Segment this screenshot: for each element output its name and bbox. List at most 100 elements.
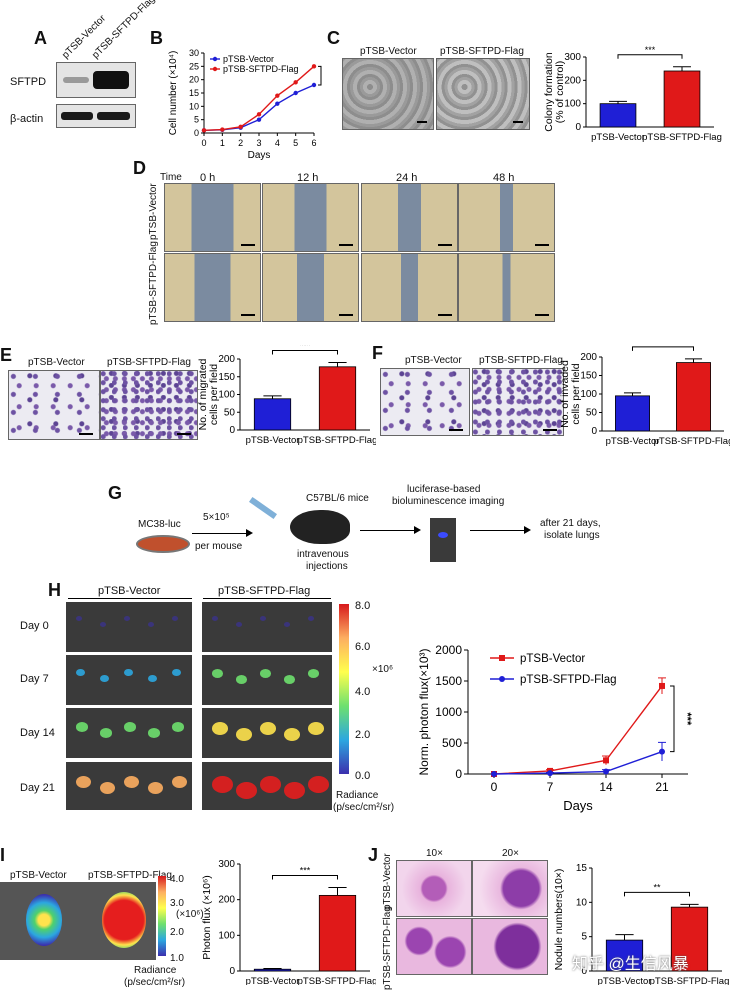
y-tick-label: 15 (576, 863, 588, 874)
panel-label-i: I (0, 845, 6, 865)
he-image (472, 918, 548, 975)
mouse-bli-image (66, 708, 192, 758)
y-tick-label: 200 (580, 352, 597, 363)
image-caption: pTSB-SFTPD-Flag (107, 357, 191, 368)
colorbar-tick: 4.0 (355, 686, 371, 698)
x-tick-label: 0 (491, 780, 498, 794)
y-tick-label: 5 (194, 115, 199, 125)
image-caption: pTSB-Vector (10, 870, 67, 881)
colorbar-tick: 3.0 (170, 898, 184, 909)
image-caption: pTSB-SFTPD-Flag (440, 46, 524, 57)
scale-bar (241, 314, 255, 316)
image-caption: pTSB-Vector (405, 355, 462, 366)
arrow-icon (192, 533, 246, 534)
y-axis-label-line: No. of invaded (560, 360, 571, 428)
y-tick-label: 10 (576, 897, 588, 908)
day-label: Day 0 (20, 620, 49, 632)
panel-label-c: C (327, 28, 340, 48)
wound-image (458, 183, 555, 252)
panel-label-f: F (372, 343, 383, 363)
bioluminescence-spot (124, 616, 130, 621)
data-point (256, 117, 262, 122)
image-caption: pTSB-Vector (28, 357, 85, 368)
data-point (547, 770, 553, 777)
bioluminescence-spot (308, 669, 319, 678)
bioluminescence-spot (260, 616, 266, 621)
data-point (659, 748, 665, 755)
scale-bar (241, 244, 255, 246)
data-point (220, 127, 225, 132)
bar (599, 103, 637, 128)
bioluminescence-spot (172, 616, 178, 621)
scale-bar (535, 314, 549, 316)
time-label: 12 h (297, 172, 319, 184)
significance-bracket (272, 350, 338, 355)
y-tick-label: 100 (564, 99, 581, 110)
mouse-bli-image (202, 655, 332, 705)
row-label: pTSB-SFTPD-Flag (382, 906, 393, 990)
image-caption: pTSB-SFTPD-Flag (88, 870, 172, 881)
x-tick-label: 14 (599, 780, 613, 794)
bioluminescence-spot (148, 675, 157, 683)
y-tick-label: 1500 (435, 674, 462, 688)
invasion-image-sftpd (472, 368, 564, 436)
route-label: intravenous (297, 549, 349, 560)
cell-line-label: MC38-luc (138, 519, 181, 530)
significance-label: *** (681, 712, 693, 726)
legend-marker (212, 56, 218, 62)
scale-bar (535, 244, 549, 246)
y-axis-label-line: Colony formation (543, 52, 555, 132)
significance-label: *** (300, 345, 311, 351)
imaging-label: luciferase-based (407, 484, 481, 495)
radiance-label: Radiance (134, 965, 177, 976)
mouse-bli-image (202, 602, 332, 652)
y-axis-label: No. of invadedcells per field (560, 360, 582, 428)
legend-label: pTSB-Vector (223, 54, 274, 64)
bioluminescence-spot (148, 728, 160, 738)
bioluminescence-spot (212, 776, 233, 793)
y-tick-label: 500 (442, 736, 462, 750)
x-tick-label: 2 (238, 138, 243, 148)
blot-row-label: SFTPD (10, 76, 47, 88)
x-tick-label: pTSB-Vector (591, 132, 645, 143)
y-tick-label: 50 (586, 408, 598, 419)
mouse-strain-label: C57BL/6 mice (306, 493, 369, 504)
x-tick-label: 5 (293, 138, 298, 148)
y-tick-label: 2000 (435, 643, 462, 657)
bioluminescence-spot (76, 776, 91, 788)
bioluminescence-spot (284, 675, 295, 684)
invasion-image-vector (380, 368, 470, 436)
y-axis-label: Norm. photon flux(×10³) (418, 648, 431, 775)
day-label: Day 14 (20, 727, 55, 739)
y-tick-label: 150 (218, 372, 235, 383)
bioluminescence-spot (212, 616, 218, 621)
data-point (275, 101, 280, 106)
bar (676, 362, 711, 432)
bli-mouse-image (430, 518, 456, 562)
bioluminescence-spot (100, 675, 109, 683)
x-tick-label: 3 (256, 138, 261, 148)
data-point (311, 82, 317, 88)
y-tick-label: 50 (224, 407, 236, 418)
bioluminescence-spot (236, 675, 247, 684)
bioluminescence-spot (284, 782, 305, 799)
group-label: pTSB-SFTPD-Flag (218, 585, 311, 597)
bioluminescence-spot (260, 722, 276, 735)
y-axis-label-line: No. of migrated (197, 358, 209, 430)
y-tick-label: 100 (218, 930, 235, 941)
time-label: 24 h (396, 172, 418, 184)
significance-bracket (272, 875, 338, 880)
blot-row-label: β-actin (10, 113, 44, 125)
bioluminescence-spot (172, 722, 184, 732)
x-tick-label: pTSB-Vector (246, 976, 300, 985)
wound-image (164, 183, 261, 252)
endpoint-label: after 21 days, (540, 518, 601, 529)
y-axis-label: No. of migratedcells per field (197, 358, 220, 430)
x-tick-label: pTSB-SFTPD-Flag (650, 976, 730, 985)
x-tick-label: pTSB-Vector (606, 436, 660, 447)
bioluminescence-spot (172, 669, 181, 677)
significance-label: *** (300, 866, 311, 876)
